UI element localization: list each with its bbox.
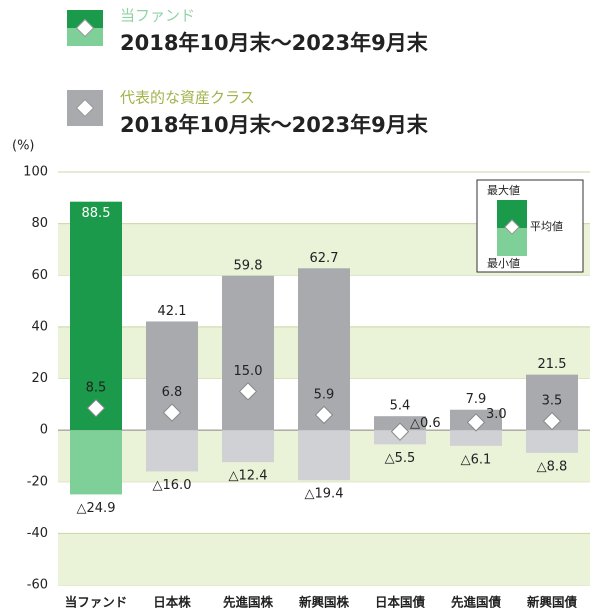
min-label: △12.4 [229,469,268,484]
min-label: △5.5 [385,451,416,466]
avg-diamond [238,382,258,401]
max-label: 88.5 [82,206,111,221]
max-label: 42.1 [158,304,187,319]
min-label: △24.9 [77,501,116,516]
y-tick-label: 40 [31,319,48,334]
legend-label: 代表的な資産クラス [120,89,255,107]
legend-label: 当ファンド [120,7,195,25]
bar-max [298,268,350,431]
y-tick-label: 20 [31,371,48,386]
bar-min [70,430,122,495]
inset-legend [476,179,584,273]
avg-diamond [314,405,334,425]
legend-diamond [75,18,95,38]
avg-label: 15.0 [234,364,263,379]
max-label: 21.5 [538,357,567,372]
legend-period: 2018年10月末～2023年9月末 [120,31,429,55]
bar-min [222,430,274,463]
min-label: △6.1 [461,452,492,467]
y-axis-label: (%) [12,139,35,154]
avg-diamond [162,403,182,422]
y-tick-label: -60 [27,578,48,593]
y-tick-label: -40 [27,526,48,541]
legend-diamond [75,98,95,118]
avg-diamond [542,411,562,431]
inset-label: 最大値 [487,183,520,197]
x-tick-label: 日本株 [153,595,191,610]
avg-label: △0.6 [410,416,441,431]
x-tick-label: 新興国債 [527,595,578,610]
legend-period: 2018年10月末～2023年9月末 [120,113,429,137]
y-tick-label: 100 [23,165,48,180]
x-tick-label: 先進国株 [223,595,274,610]
y-tick-label: 0 [40,423,48,438]
inset-diamond [504,219,520,235]
y-tick-label: 80 [31,216,48,231]
bar-min [146,430,198,472]
min-label: △19.4 [305,487,344,502]
bar-min [298,430,350,481]
bar-max [70,201,122,431]
max-label: 7.9 [466,392,487,407]
y-tick-label: 60 [31,268,48,283]
x-tick-label: 先進国債 [451,595,502,610]
max-label: 62.7 [310,251,339,266]
max-label: 59.8 [234,258,263,273]
avg-label: 5.9 [314,387,335,402]
min-label: △8.8 [537,459,568,474]
x-tick-label: 日本国債 [375,595,426,610]
avg-diamond [466,413,486,432]
avg-label: 3.0 [486,407,507,422]
avg-label: 8.5 [86,381,107,396]
avg-label: 6.8 [162,385,183,400]
x-tick-label: 新興国株 [299,595,350,610]
bar-min [526,430,578,453]
bar-min [450,430,502,446]
inset-label: 平均値 [530,220,563,233]
avg-label: 3.5 [542,394,563,409]
min-label: △16.0 [153,478,192,493]
max-label: 5.4 [390,399,411,414]
x-tick-label: 当ファンド [65,595,128,610]
y-tick-label: -20 [27,474,48,489]
avg-diamond [86,398,106,418]
avg-diamond [390,422,410,441]
inset-label: 最小値 [487,257,520,270]
bar-max [222,275,274,431]
grid-band [58,533,590,585]
